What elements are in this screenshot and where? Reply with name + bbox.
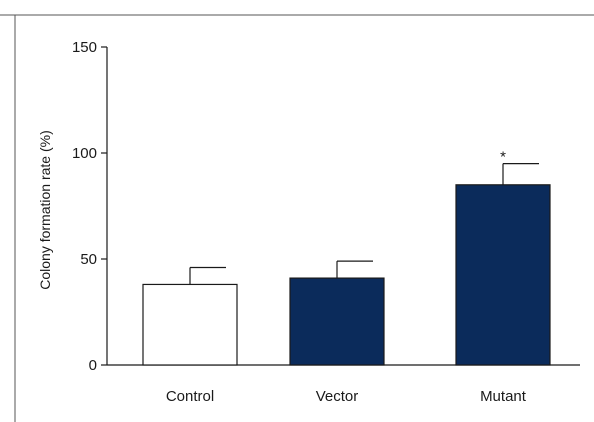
axes: 0 50 100 150 Control Vector Mutant: [72, 39, 580, 405]
y-tick-label: 50: [80, 251, 97, 268]
bar-mutant: [455, 184, 551, 366]
bar-vector: [289, 277, 385, 366]
significance-marker: *: [500, 149, 506, 166]
y-tick-label: 150: [72, 39, 97, 56]
y-tick-label: 0: [89, 357, 97, 374]
x-tick-label: Mutant: [480, 388, 527, 405]
x-tick-label: Vector: [316, 388, 359, 405]
x-tick-label: Control: [166, 388, 214, 405]
bars: [142, 184, 551, 366]
y-axis-title: Colony formation rate (%): [37, 130, 53, 290]
annotations: *: [500, 149, 506, 166]
error-bars: [189, 163, 539, 285]
bar-control: [142, 283, 238, 366]
y-tick-label: 100: [72, 145, 97, 162]
